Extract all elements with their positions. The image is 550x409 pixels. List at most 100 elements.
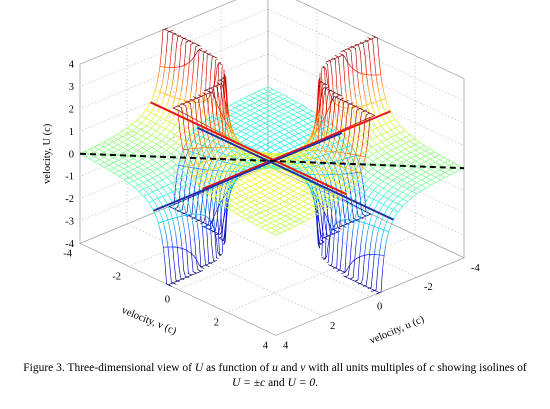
mesh-segment [344, 144, 347, 148]
mesh-segment [180, 174, 183, 187]
mesh-segment [309, 124, 312, 127]
mesh-segment [325, 143, 328, 147]
mesh-segment [203, 133, 207, 136]
gridline-v-floor [79, 243, 277, 336]
gridline-U-vwall [79, 8, 269, 87]
mesh-segment [289, 112, 292, 115]
mesh-segment [215, 143, 218, 146]
mesh-segment [328, 147, 332, 151]
mesh-segment [352, 180, 356, 192]
mesh-segment [294, 110, 297, 112]
mesh-segment [330, 141, 333, 145]
mesh-segment [342, 142, 346, 146]
mesh-segment [187, 136, 191, 140]
mesh-segment [289, 122, 293, 125]
gridline-u-floor [226, 234, 416, 313]
mesh-segment [332, 125, 336, 128]
mesh-segment [280, 137, 284, 140]
gridline-U-vwall [79, 120, 269, 199]
mesh-segment [349, 166, 353, 174]
mesh-segment [318, 131, 322, 134]
mesh-segment [294, 120, 297, 123]
mesh-segment [326, 132, 330, 135]
gridline-u-floor [275, 257, 465, 336]
mesh-segment [294, 125, 298, 128]
mesh-segment [354, 191, 357, 208]
mesh-segment [328, 127, 331, 130]
mesh-segment [314, 145, 317, 149]
mesh-segment [299, 134, 303, 137]
mesh-segment [304, 132, 307, 134]
mesh-segment [364, 192, 367, 213]
mesh-segment [340, 155, 343, 160]
mesh-segment [298, 138, 301, 141]
mesh-segment [183, 159, 186, 167]
gridline-v-floor [173, 204, 371, 297]
mesh-segment [332, 151, 335, 156]
mesh-segment [176, 202, 180, 208]
mesh-segment [290, 133, 293, 135]
mesh-segment [299, 128, 303, 131]
mesh-segment [198, 131, 202, 134]
mesh-segment [191, 141, 194, 145]
mesh-segment [341, 132, 344, 136]
gridline-U-uwall [267, 120, 465, 214]
mesh-segment [295, 141, 298, 144]
mesh-segment [333, 145, 336, 149]
mesh-segment [360, 171, 364, 182]
mesh-segment [322, 134, 325, 137]
mesh-segment [293, 140, 297, 143]
mesh-segment [191, 152, 194, 157]
gridline-U-uwall [267, 143, 465, 236]
mesh-segment [203, 120, 206, 123]
mesh-segment [207, 145, 210, 148]
mesh-segment [285, 140, 289, 143]
mesh-segment [280, 132, 284, 135]
mesh-segment [208, 135, 211, 139]
mesh-segment [355, 155, 359, 161]
gridline-U-uwall [267, 53, 465, 147]
mesh-segment [284, 114, 288, 117]
mesh-segment [321, 122, 325, 125]
mesh-segment [322, 147, 325, 150]
mesh-segment [295, 136, 298, 139]
mesh-segment [303, 115, 307, 118]
mesh-segment [204, 149, 207, 153]
mesh-segment [284, 119, 288, 122]
mesh-segment [313, 116, 316, 119]
mesh-segment [304, 126, 307, 129]
mesh-segment [338, 152, 341, 157]
mesh-segment [218, 140, 221, 143]
mesh-segment [299, 123, 302, 126]
mesh-segment [284, 109, 287, 112]
gridline-U-uwall [267, 8, 465, 102]
mesh-segment [294, 130, 298, 133]
mesh-segment [192, 138, 195, 142]
mesh-segment [290, 138, 293, 141]
mesh-segment [303, 142, 306, 145]
mesh-segment [195, 127, 198, 130]
mesh-segment [285, 135, 288, 138]
mesh-segment [194, 128, 197, 132]
mesh-segment [359, 165, 362, 173]
mesh-segment [313, 111, 316, 114]
mesh-segment [303, 110, 307, 113]
gridline-U-uwall [267, 75, 465, 169]
mesh-segment [289, 107, 292, 110]
mesh-segment [341, 148, 344, 153]
mesh-segment [362, 180, 365, 194]
surface-mesh [79, 27, 465, 295]
mesh-segment [303, 105, 306, 108]
mesh-segment [200, 136, 203, 140]
mesh-segment [213, 138, 216, 141]
mesh-segment [192, 148, 196, 153]
mesh-segment [308, 119, 312, 121]
mesh-segment [338, 143, 341, 147]
mesh-segment [266, 134, 269, 136]
mesh-segment [309, 129, 312, 132]
gridline-u-floor [177, 211, 367, 290]
gridline-v-floor [126, 223, 324, 317]
gridline-U-uwall [267, 31, 465, 124]
gridline-U-uwall [295, 0, 465, 79]
